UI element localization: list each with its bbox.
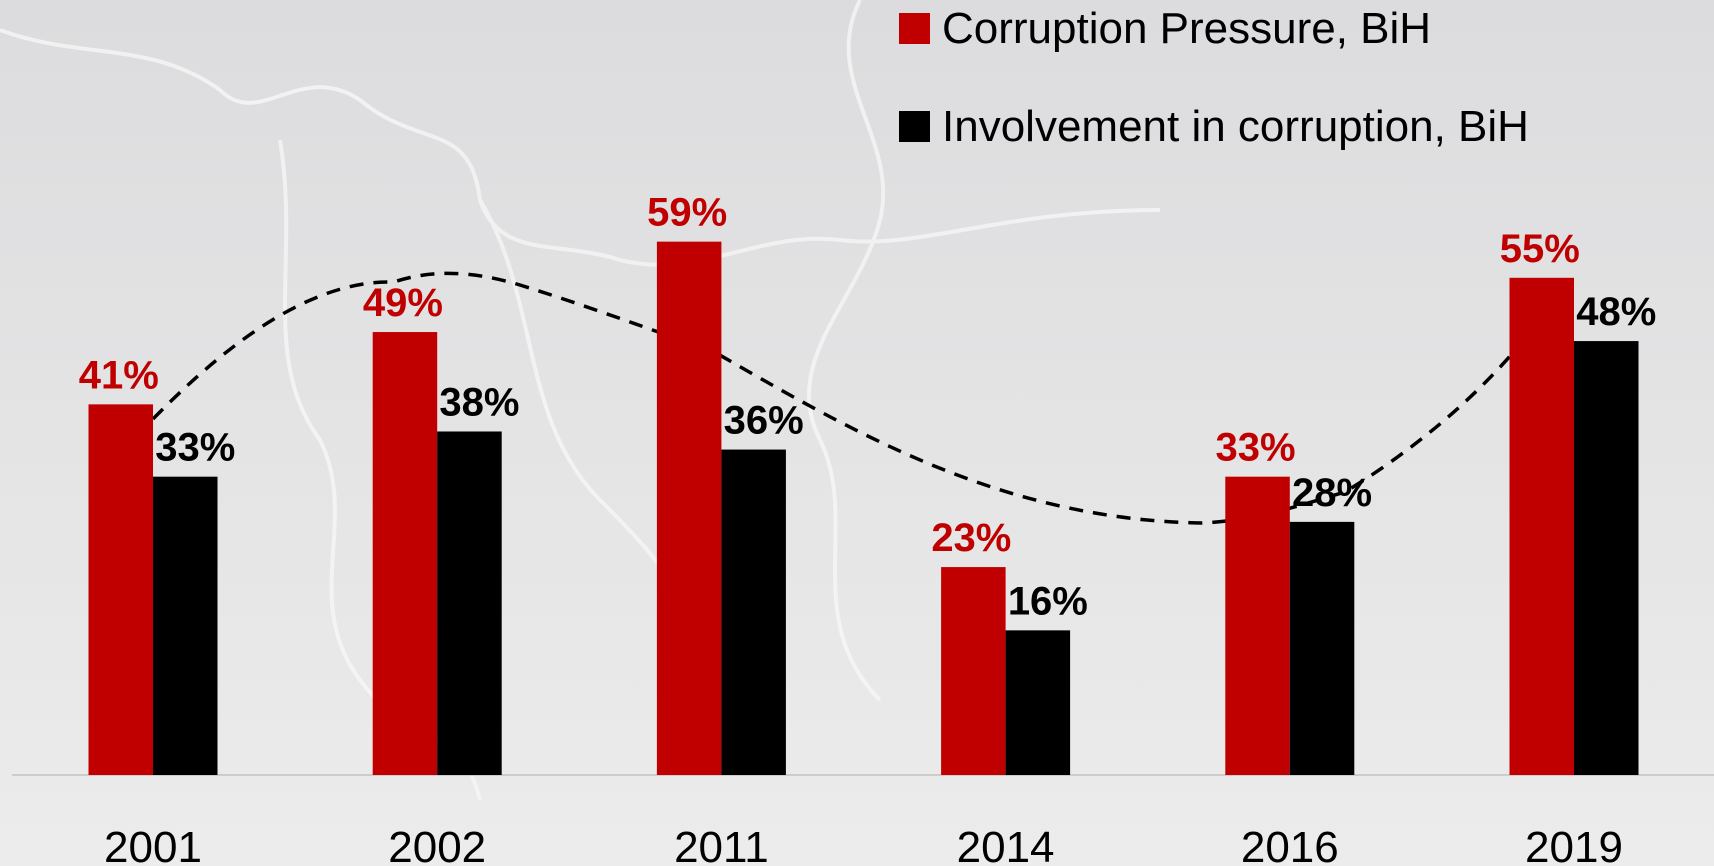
bar [1574,341,1639,775]
value-label: 38% [439,380,519,424]
x-tick-label: 2014 [957,823,1055,866]
x-tick-label: 2011 [674,823,769,866]
bar [153,476,218,775]
map-outline [0,0,1160,800]
value-label: 28% [1292,471,1372,515]
x-tick-label: 2016 [1241,823,1339,866]
legend-label: Involvement in corruption, BiH [942,102,1529,151]
value-label: 36% [724,399,804,443]
value-label: 41% [79,353,159,397]
bar [941,567,1006,775]
value-label: 16% [1008,579,1088,623]
bar [88,404,153,775]
legend-swatch [899,13,930,44]
value-label: 48% [1576,290,1656,334]
bar [721,449,786,775]
bar [1289,521,1355,775]
legend-swatch [899,111,930,142]
bar [656,241,722,775]
bar [1509,277,1574,775]
x-tick-label: 2002 [388,823,486,866]
value-label: 23% [931,516,1011,560]
legend-label: Corruption Pressure, BiH [942,4,1431,53]
bar [437,431,502,775]
value-label: 55% [1500,227,1580,271]
bar [1225,476,1290,775]
value-label: 33% [1216,426,1296,470]
x-tick-label: 2001 [104,823,202,866]
x-tick-label: 2019 [1525,823,1623,866]
value-label: 49% [363,281,443,325]
value-label: 59% [647,191,727,235]
bar [1005,630,1071,775]
bar [372,332,438,775]
value-label: 33% [155,426,235,470]
